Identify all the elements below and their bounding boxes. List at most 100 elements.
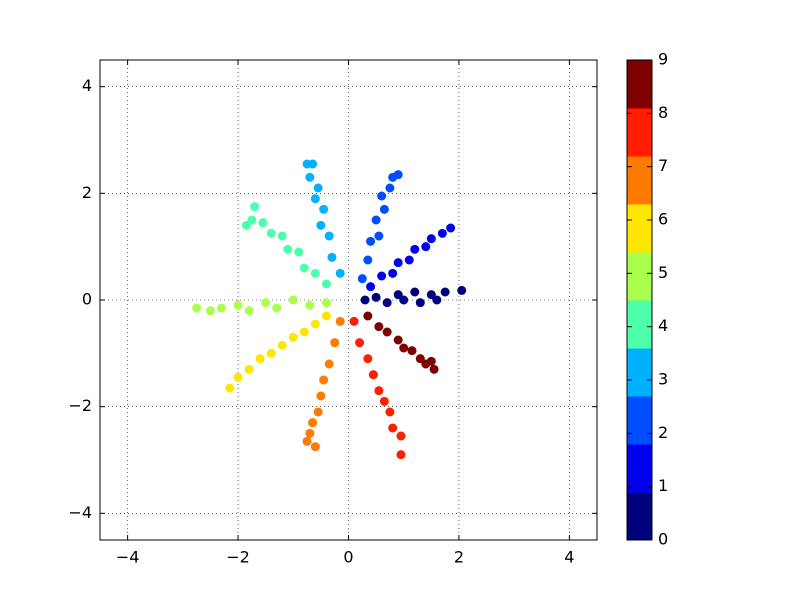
point: [457, 285, 467, 295]
y-tick-label: −2: [68, 396, 92, 415]
colorbar-tick-label: 2: [658, 423, 668, 442]
x-tick-label: 2: [454, 548, 464, 567]
point: [288, 295, 298, 305]
point: [393, 170, 403, 180]
point: [302, 436, 312, 446]
colorbar-bin: [627, 60, 652, 109]
colorbar-frame: [626, 59, 653, 541]
point: [366, 236, 376, 246]
point: [355, 338, 365, 348]
point: [385, 407, 395, 417]
y-tick-label: 2: [82, 183, 92, 202]
point: [363, 255, 373, 265]
point: [266, 228, 276, 238]
colorbar-tick-label: 7: [658, 156, 668, 175]
point: [310, 268, 320, 278]
point: [310, 194, 320, 204]
point: [440, 287, 450, 297]
colorbar-bin: [627, 300, 652, 349]
point: [294, 247, 304, 257]
point: [305, 300, 315, 310]
point: [310, 442, 320, 452]
colorbar-bin: [627, 444, 652, 493]
point: [241, 220, 251, 230]
point: [382, 327, 392, 337]
point: [288, 332, 298, 342]
point: [377, 191, 387, 201]
point: [371, 292, 381, 302]
point: [404, 255, 414, 265]
point: [366, 282, 376, 292]
colorbar-tick-label: 5: [658, 263, 668, 282]
point: [407, 346, 417, 356]
point: [324, 231, 334, 241]
point: [250, 202, 260, 212]
point: [382, 298, 392, 308]
point: [399, 343, 409, 353]
point: [363, 354, 373, 364]
point: [313, 407, 323, 417]
colorbar-bin: [627, 252, 652, 301]
point: [319, 375, 329, 385]
point: [399, 295, 409, 305]
point: [321, 311, 331, 321]
point: [410, 287, 420, 297]
point: [426, 234, 436, 244]
point: [316, 220, 326, 230]
point: [396, 450, 406, 460]
point: [277, 340, 287, 350]
point: [393, 258, 403, 268]
point: [396, 431, 406, 441]
point: [393, 335, 403, 345]
point: [429, 364, 439, 374]
point: [371, 215, 381, 225]
point: [244, 364, 254, 374]
point: [437, 228, 447, 238]
point: [421, 242, 431, 252]
x-tick-label: −2: [226, 548, 250, 567]
point: [192, 303, 202, 313]
y-tick-label: −4: [68, 503, 92, 522]
point: [363, 311, 373, 321]
point: [360, 295, 370, 305]
point: [374, 322, 384, 332]
point: [388, 268, 398, 278]
colorbar-tick-label: 1: [658, 476, 668, 495]
point: [233, 372, 243, 382]
plot-area: [100, 60, 597, 540]
colorbar-bin: [627, 348, 652, 397]
point: [266, 348, 276, 358]
point: [335, 316, 345, 326]
point: [374, 386, 384, 396]
colorbar-tick-label: 0: [658, 530, 668, 549]
colorbar-tick-label: 9: [658, 50, 668, 69]
point: [244, 306, 254, 316]
point: [324, 359, 334, 369]
point: [377, 271, 387, 281]
point: [299, 327, 309, 337]
y-tick-label: 0: [82, 290, 92, 309]
x-tick-label: 0: [343, 548, 353, 567]
points: [192, 159, 467, 460]
point: [321, 298, 331, 308]
colorbar-tick-label: 4: [658, 316, 668, 335]
point: [261, 298, 271, 308]
point: [415, 298, 425, 308]
point: [379, 204, 389, 214]
point: [310, 319, 320, 329]
point: [335, 268, 345, 278]
point: [308, 159, 318, 169]
point: [385, 183, 395, 193]
x-tick-label: −4: [116, 548, 140, 567]
point: [330, 338, 340, 348]
point: [357, 274, 367, 284]
colorbar-bin: [627, 204, 652, 253]
point: [313, 183, 323, 193]
point: [410, 244, 420, 254]
point: [388, 423, 398, 433]
x-tick-label: 4: [564, 548, 574, 567]
point: [305, 428, 315, 438]
point: [205, 306, 215, 316]
point: [321, 279, 331, 289]
